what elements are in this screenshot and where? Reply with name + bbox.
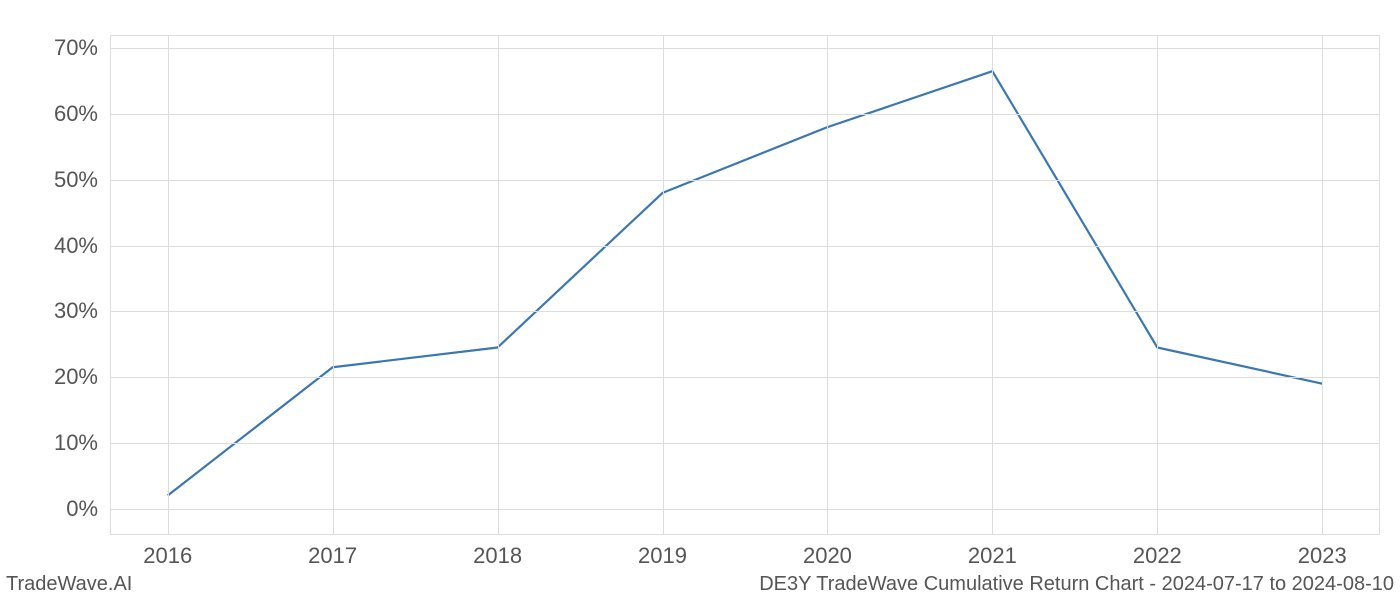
grid-line-horizontal [110,180,1380,181]
y-tick-label: 60% [54,101,98,127]
x-tick-label: 2017 [308,543,357,569]
y-tick-label: 0% [66,496,98,522]
grid-line-vertical [333,35,334,535]
grid-line-horizontal [110,509,1380,510]
line-series [110,35,1380,535]
y-tick-label: 70% [54,35,98,61]
grid-line-horizontal [110,246,1380,247]
y-tick-label: 10% [54,430,98,456]
x-tick-label: 2020 [803,543,852,569]
grid-line-vertical [663,35,664,535]
grid-line-horizontal [110,443,1380,444]
y-tick-label: 50% [54,167,98,193]
plot-area [110,35,1380,535]
y-tick-label: 20% [54,364,98,390]
x-tick-label: 2023 [1298,543,1347,569]
x-tick-label: 2021 [968,543,1017,569]
x-tick-label: 2018 [473,543,522,569]
grid-line-horizontal [110,311,1380,312]
grid-line-vertical [1322,35,1323,535]
return-line [168,71,1323,495]
grid-line-vertical [827,35,828,535]
grid-line-vertical [168,35,169,535]
footer-right-text: DE3Y TradeWave Cumulative Return Chart -… [759,573,1394,596]
x-tick-label: 2022 [1133,543,1182,569]
footer-left-text: TradeWave.AI [6,573,132,596]
grid-line-vertical [498,35,499,535]
grid-line-horizontal [110,114,1380,115]
grid-line-vertical [992,35,993,535]
y-tick-label: 30% [54,298,98,324]
x-tick-label: 2016 [143,543,192,569]
grid-line-horizontal [110,48,1380,49]
y-tick-label: 40% [54,233,98,259]
grid-line-horizontal [110,377,1380,378]
grid-line-vertical [1157,35,1158,535]
x-tick-label: 2019 [638,543,687,569]
chart-container: 0% 10% 20% 30% 40% 50% 60% 70% 2016 2017 2018 2019… [0,0,1400,600]
